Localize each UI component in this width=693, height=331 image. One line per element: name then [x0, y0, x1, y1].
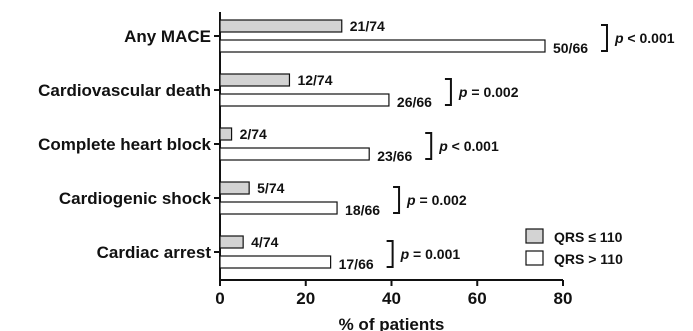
bar-qrs-gt-110 — [219, 201, 338, 215]
bar-qrs-le-110 — [219, 127, 233, 141]
category-label: Cardiogenic shock — [59, 189, 212, 208]
p-value-label: p < 0.001 — [614, 30, 675, 46]
bar-data-label: 12/74 — [297, 72, 332, 88]
legend-swatch-qrs-le-110 — [525, 228, 544, 244]
bar-data-label: 17/66 — [339, 256, 374, 272]
x-tick-label: 20 — [296, 289, 315, 308]
bar-data-label: 18/66 — [345, 202, 380, 218]
legend-label: QRS > 110 — [554, 251, 623, 267]
category-label: Complete heart block — [38, 135, 211, 154]
bar-qrs-gt-110 — [219, 147, 370, 161]
significance-bracket — [393, 186, 401, 214]
category-label: Cardiac arrest — [97, 243, 212, 262]
bar-qrs-gt-110 — [219, 93, 390, 107]
p-value-label: p = 0.002 — [458, 84, 519, 100]
x-tick-label: 80 — [554, 289, 573, 308]
significance-bracket — [600, 24, 608, 52]
bar-data-label: 50/66 — [553, 40, 588, 56]
category-label: Any MACE — [124, 27, 211, 46]
x-tick-label: 40 — [382, 289, 401, 308]
x-axis-title: % of patients — [339, 315, 445, 331]
significance-bracket — [425, 132, 433, 160]
bar-data-label: 4/74 — [251, 234, 278, 250]
bar-data-label: 21/74 — [350, 18, 385, 34]
bar-qrs-gt-110 — [219, 255, 332, 269]
bar-qrs-le-110 — [219, 235, 244, 249]
bar-data-label: 23/66 — [377, 148, 412, 164]
p-value-label: p < 0.001 — [438, 138, 499, 154]
bar-data-label: 5/74 — [257, 180, 284, 196]
bar-qrs-le-110 — [219, 181, 250, 195]
significance-bracket — [444, 78, 452, 106]
p-value-label: p = 0.002 — [406, 192, 467, 208]
bar-qrs-le-110 — [219, 73, 291, 87]
legend-label: QRS ≤ 110 — [554, 229, 623, 245]
x-tick-label: 60 — [468, 289, 487, 308]
bar-qrs-le-110 — [219, 19, 343, 33]
bar-data-label: 2/74 — [240, 126, 267, 142]
bar-data-label: 26/66 — [397, 94, 432, 110]
bar-qrs-gt-110 — [219, 39, 546, 53]
p-value-label: p = 0.001 — [400, 246, 461, 262]
category-label: Cardiovascular death — [38, 81, 211, 100]
significance-bracket — [386, 240, 394, 268]
legend-swatch-qrs-gt-110 — [525, 250, 544, 266]
x-tick-label: 0 — [215, 289, 224, 308]
